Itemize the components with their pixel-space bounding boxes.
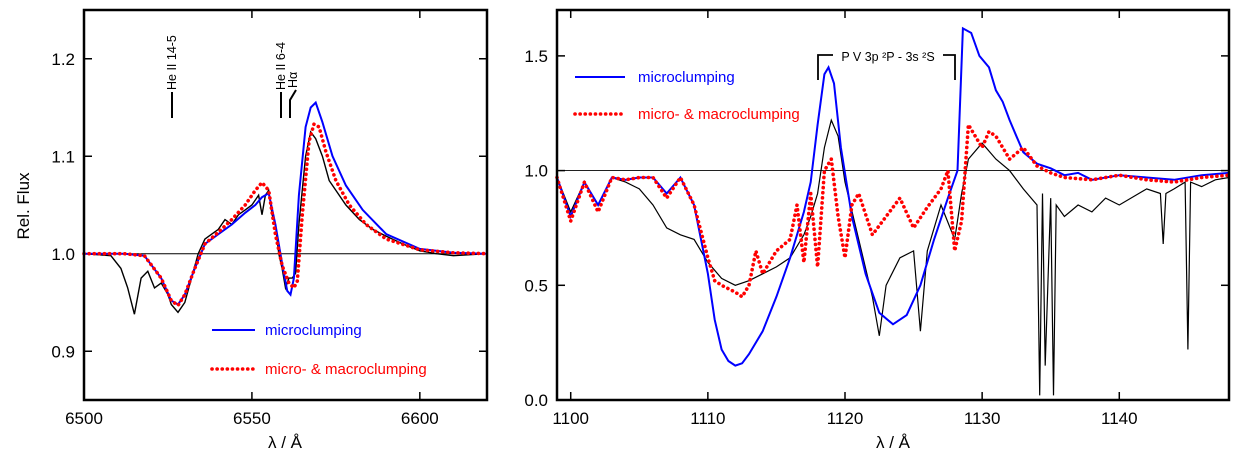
x-tick-label: 1110 bbox=[690, 409, 725, 428]
left-xticks: 6500 6550 6600 bbox=[65, 10, 439, 428]
y-tick-label: 0.9 bbox=[51, 342, 75, 361]
left-ylabel: Rel. Flux bbox=[14, 172, 33, 240]
x-tick-label: 6550 bbox=[233, 409, 271, 428]
right-panel: λ / Å 0.00.51.01.5 1100 1110 1120 1130 1140 … bbox=[524, 8, 1231, 452]
y-tick-label: 1.1 bbox=[51, 147, 75, 166]
y-tick-label: 1.5 bbox=[524, 47, 548, 66]
left-macroclumping-line bbox=[82, 121, 489, 308]
y-tick-label: 1.0 bbox=[51, 245, 75, 264]
annotation-halpha-label: Hα bbox=[286, 72, 300, 88]
left-panel: Rel. Flux λ / Å 0.9 1.0 1.1 1.2 6500 6550 660… bbox=[14, 8, 489, 452]
left-plot-frame bbox=[82, 8, 489, 402]
left-plot-area bbox=[82, 100, 489, 315]
right-observed-line bbox=[556, 118, 1230, 396]
right-plot-area bbox=[555, 26, 1231, 396]
right-annotations: P V 3p ²P - 3s ²S bbox=[817, 44, 956, 80]
y-tick-label: 0.0 bbox=[524, 391, 548, 410]
left-legend-macroclumping-label: micro- & macroclumping bbox=[265, 361, 427, 378]
right-legend: microclumping micro- & macroclumping bbox=[573, 69, 800, 123]
right-legend-macroclumping-label: micro- & macroclumping bbox=[638, 106, 800, 123]
x-tick-label: 6500 bbox=[65, 409, 103, 428]
y-tick-label: 1.2 bbox=[51, 50, 75, 69]
right-macroclumping-line bbox=[555, 118, 1231, 300]
right-yticks: 0.0 0.5 1.0 1.5 bbox=[524, 47, 1229, 410]
y-tick-label: 1.0 bbox=[524, 162, 548, 181]
x-tick-label: 1130 bbox=[964, 409, 1001, 428]
x-tick-label: 1100 bbox=[552, 409, 589, 428]
left-xlabel: λ / Å bbox=[268, 433, 303, 452]
annotation-halpha-marker bbox=[289, 89, 297, 118]
y-tick-label: 0.5 bbox=[524, 276, 548, 295]
annotation-heii-14-5-label: He II 14-5 bbox=[165, 35, 179, 90]
left-annotations: He II 14-5 He II 6-4 Hα bbox=[165, 35, 300, 118]
right-plot-frame bbox=[555, 8, 1231, 402]
x-tick-label: 1120 bbox=[827, 409, 864, 428]
right-legend-microclumping-label: microclumping bbox=[638, 69, 735, 86]
left-observed-line bbox=[83, 130, 488, 315]
annotation-pv-label: P V 3p ²P - 3s ²S bbox=[841, 50, 934, 64]
left-legend-microclumping-label: microclumping bbox=[265, 322, 362, 339]
right-xticks: 1100 1110 1120 1130 1140 bbox=[552, 10, 1138, 428]
right-xlabel: λ / Å bbox=[876, 433, 911, 452]
annotation-pv-label-bg bbox=[833, 44, 943, 66]
left-legend: microclumping micro- & macroclumping bbox=[210, 322, 427, 378]
annotation-heii-6-4-label: He II 6-4 bbox=[274, 42, 288, 90]
left-yticks: 0.9 1.0 1.1 1.2 bbox=[51, 50, 487, 361]
x-tick-label: 1140 bbox=[1101, 409, 1138, 428]
x-tick-label: 6600 bbox=[401, 409, 439, 428]
